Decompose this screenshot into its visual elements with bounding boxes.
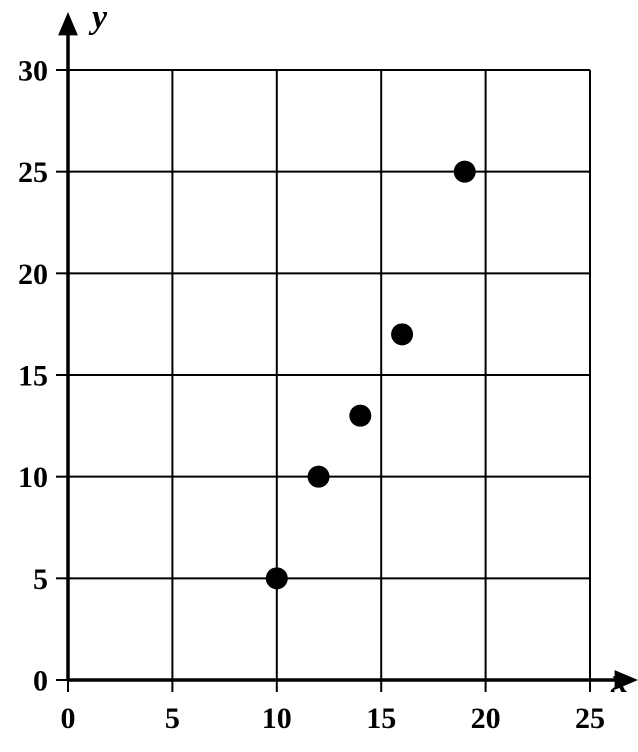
x-axis-label: x [610, 663, 628, 700]
y-tick-label: 0 [33, 665, 48, 698]
data-point [308, 466, 330, 488]
y-tick-label: 10 [18, 461, 48, 494]
grid [68, 70, 590, 680]
x-tick-label: 25 [575, 702, 605, 735]
x-tick-label: 15 [366, 702, 396, 735]
x-tick-label: 5 [165, 702, 180, 735]
x-tick-label: 20 [471, 702, 501, 735]
scatter-chart: 0 5 10 15 20 25 0 5 10 15 20 25 30 y x [0, 0, 638, 752]
data-point [454, 161, 476, 183]
y-axis-label: y [88, 0, 108, 36]
data-point [391, 323, 413, 345]
data-point [349, 405, 371, 427]
y-tick-label: 20 [18, 258, 48, 291]
tick-marks [56, 70, 590, 692]
y-tick-label: 5 [33, 563, 48, 596]
x-tick-label: 0 [61, 702, 76, 735]
y-tick-label: 25 [18, 156, 48, 189]
y-tick-label: 30 [18, 55, 48, 88]
y-tick-label: 15 [18, 360, 48, 393]
y-axis-arrow-icon [58, 12, 78, 35]
data-point [266, 567, 288, 589]
x-tick-label: 10 [262, 702, 292, 735]
tick-labels: 0 5 10 15 20 25 0 5 10 15 20 25 30 [18, 55, 605, 736]
axes [58, 12, 638, 690]
